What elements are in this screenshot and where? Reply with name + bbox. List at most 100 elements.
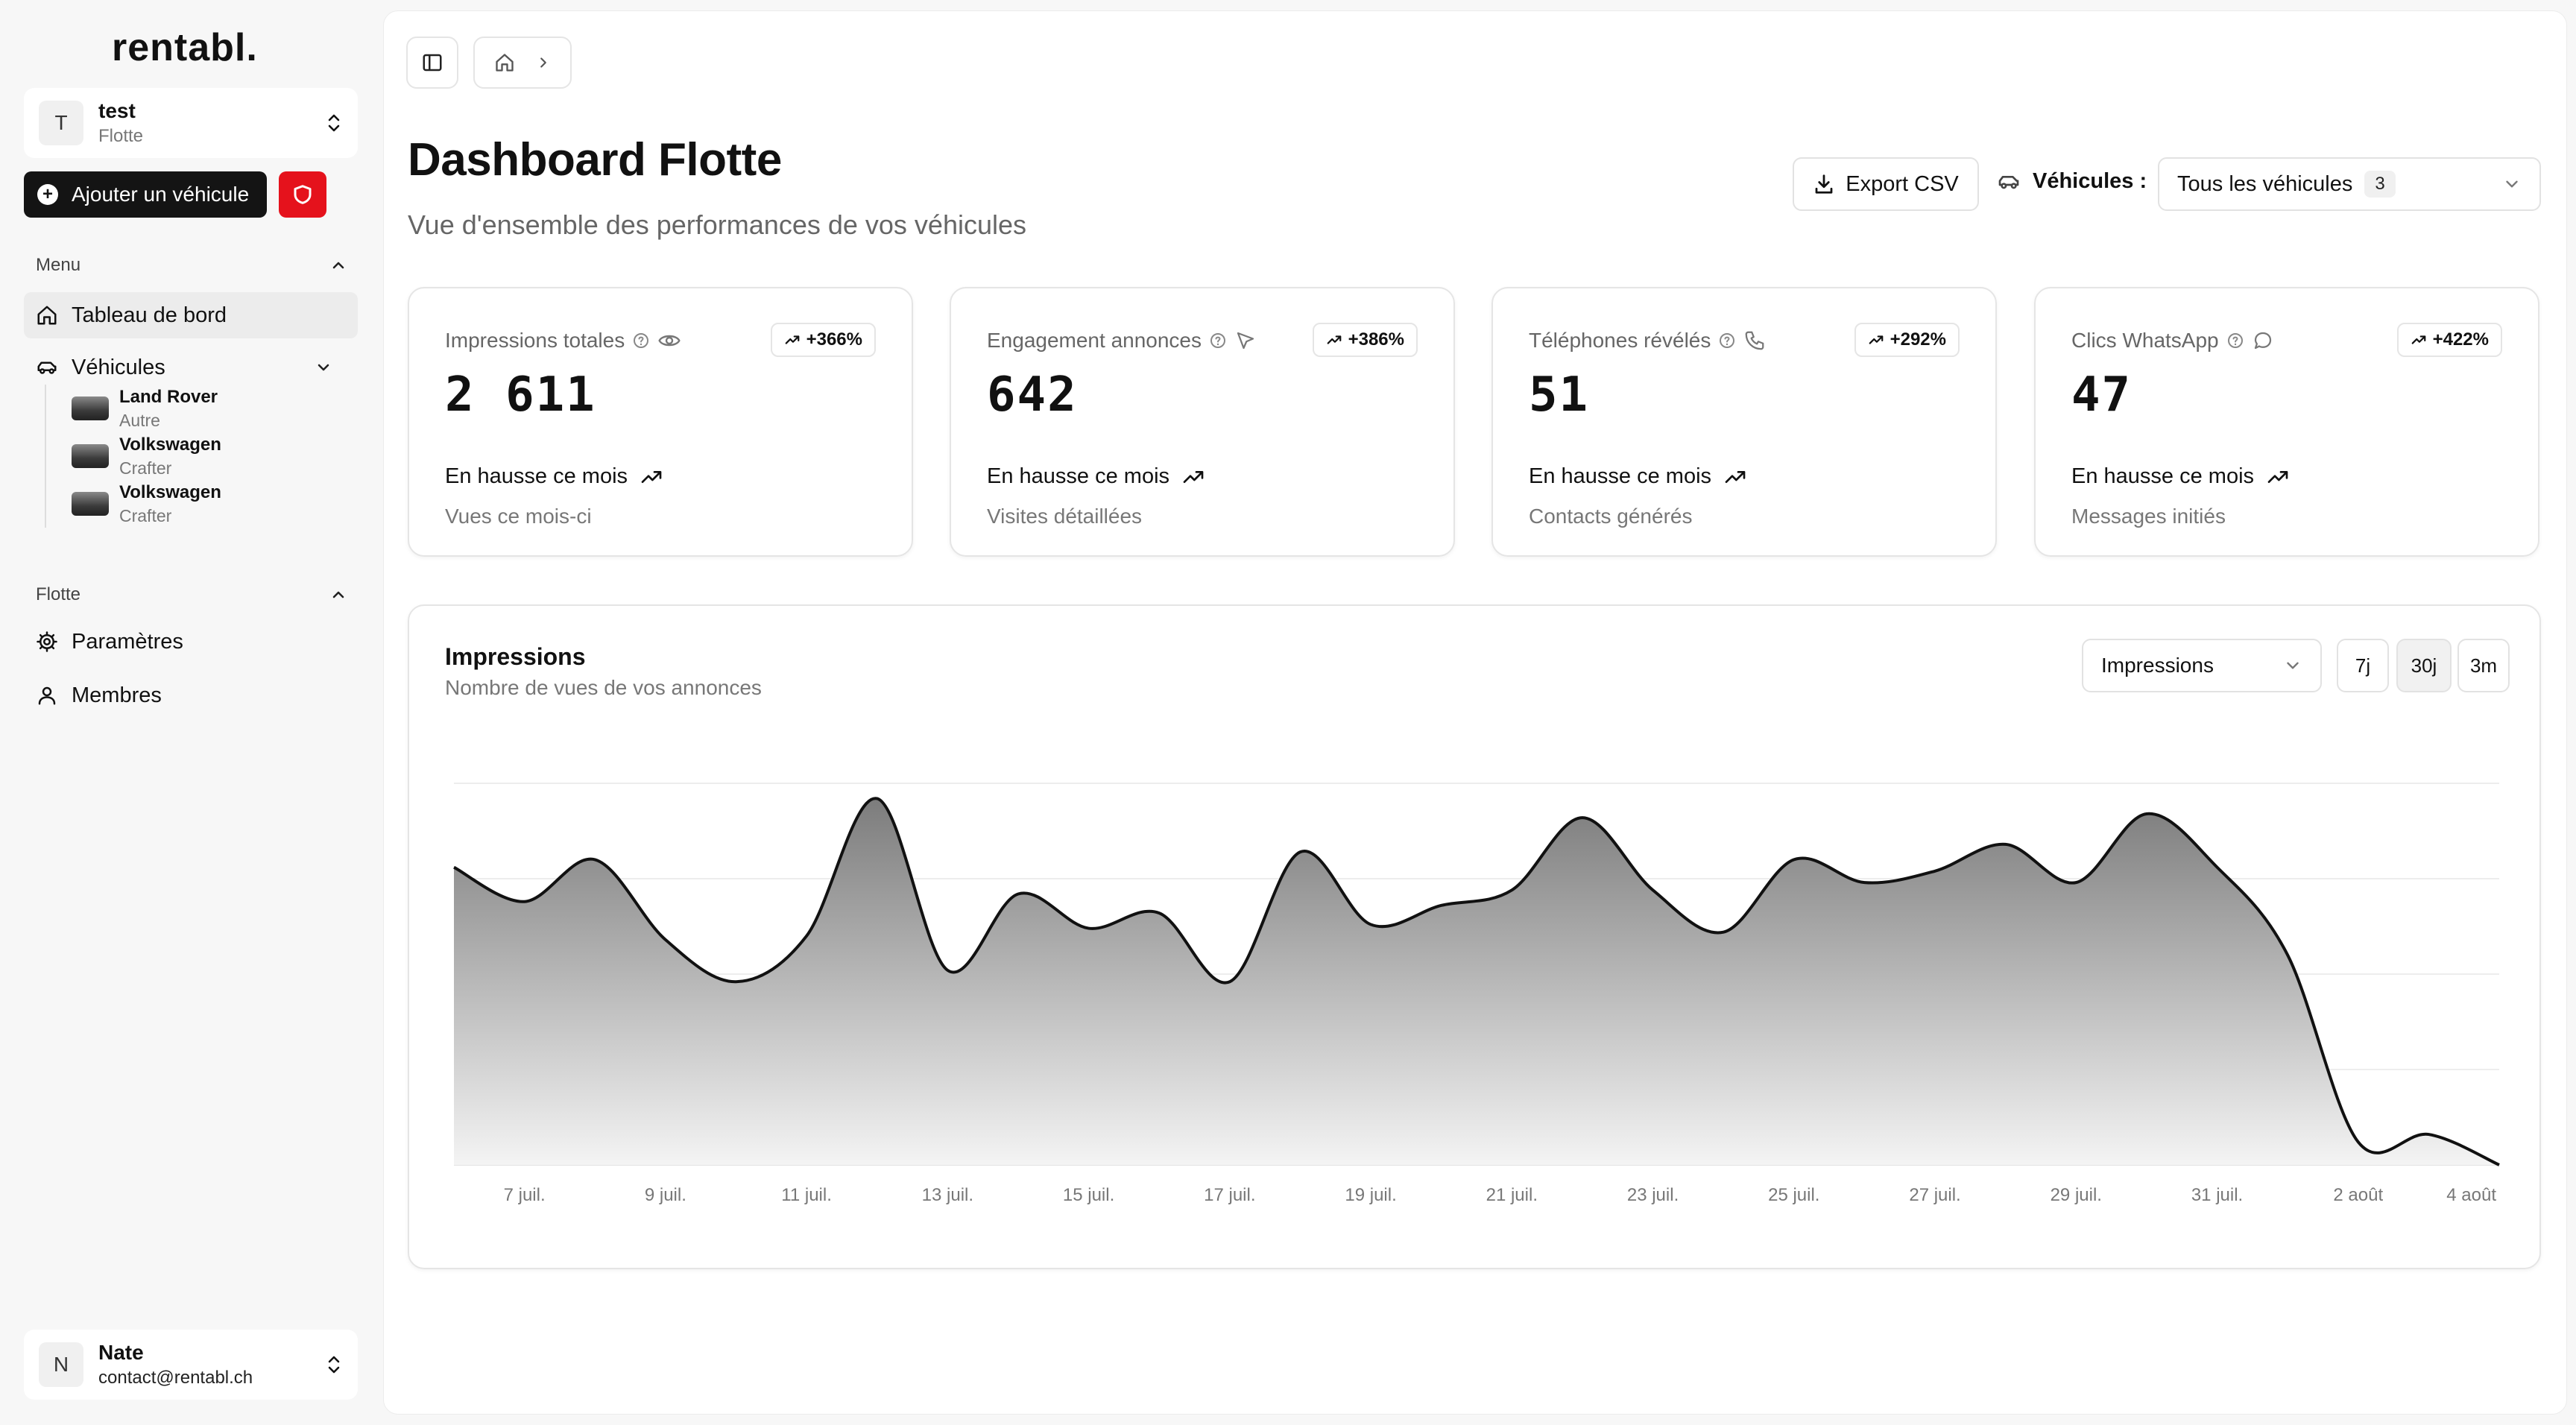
sidebar-item-dashboard[interactable]: Tableau de bord [24, 292, 358, 338]
range-3m-button[interactable]: 3m [2457, 639, 2510, 692]
download-icon [1815, 174, 1833, 194]
help-circle-icon[interactable] [1209, 332, 1227, 350]
help-circle-icon[interactable] [2226, 332, 2244, 350]
chevron-down-icon [318, 364, 329, 371]
range-7d-button[interactable]: 7j [2337, 639, 2389, 692]
sidebar-toggle-button[interactable] [406, 37, 458, 89]
vehicle-item[interactable]: Volkswagen Crafter [72, 432, 221, 480]
data-point[interactable] [2213, 863, 2222, 872]
chart-title: Impressions [445, 643, 586, 670]
data-point[interactable] [731, 977, 740, 986]
data-point[interactable] [943, 966, 952, 975]
organization-switcher[interactable]: T test Flotte [24, 88, 358, 158]
help-circle-icon[interactable] [632, 332, 650, 350]
user-switcher[interactable]: N Nate contact@rentabl.ch [24, 1330, 358, 1400]
kpi-label: Impressions totales [445, 329, 681, 353]
admin-shield-button[interactable] [279, 171, 326, 218]
sidebar-item-label: Tableau de bord [72, 303, 227, 327]
org-name: test [98, 99, 136, 122]
x-tick-label: 11 juil. [781, 1185, 832, 1205]
help-circle-icon[interactable] [1718, 332, 1736, 350]
data-point[interactable] [590, 855, 599, 864]
vehicle-type: Crafter [119, 505, 172, 525]
car-icon [1998, 175, 2019, 189]
sidebar-item-settings[interactable]: Paramètres [24, 619, 358, 665]
data-point[interactable] [1649, 885, 1658, 894]
vehicles-select[interactable]: Tous les véhicules 3 [2158, 157, 2541, 211]
data-point[interactable] [1225, 977, 1234, 986]
data-point[interactable] [2071, 878, 2080, 887]
vehicles-filter-label: Véhicules : [1997, 169, 2147, 194]
range-30d-button[interactable]: 30j [2396, 639, 2452, 692]
impressions-chart-card: Impressions Nombre de vues de vos annonc… [408, 604, 2541, 1269]
data-point[interactable] [1437, 901, 1446, 910]
kpi-trend-text: En hausse ce mois [445, 464, 628, 488]
vehicle-item[interactable]: Land Rover Autre [72, 385, 221, 432]
kpi-trend-text: En hausse ce mois [2071, 464, 2255, 488]
kpi-trend: En hausse ce mois [1529, 464, 1747, 489]
data-point[interactable] [1719, 928, 1728, 937]
user-avatar: N [39, 1342, 83, 1387]
add-vehicle-button[interactable]: + Ajouter un véhicule [24, 171, 267, 218]
data-point[interactable] [2001, 840, 2010, 849]
x-tick-label: 25 juil. [1768, 1185, 1819, 1205]
data-point[interactable] [1366, 920, 1375, 929]
kpi-trend-text: En hausse ce mois [1529, 464, 1712, 488]
export-label: Export CSV [1846, 171, 1959, 196]
kpi-change-badge: +422% [2396, 323, 2502, 357]
data-point[interactable] [2142, 809, 2151, 818]
series-line-impressions[interactable] [453, 797, 2500, 1166]
chevron-up-icon [332, 591, 344, 598]
chart-subtitle: Nombre de vues de vos annonces [445, 676, 762, 699]
data-point[interactable] [2424, 1130, 2433, 1139]
vehicle-type: Crafter [119, 458, 172, 478]
data-point[interactable] [802, 932, 811, 941]
data-point[interactable] [1790, 855, 1799, 864]
data-point[interactable] [1014, 889, 1023, 898]
kpi-change-value: +292% [1890, 329, 1946, 350]
sidebar-item-vehicles[interactable]: Véhicules [24, 344, 358, 391]
vehicle-thumbnail [72, 444, 109, 468]
data-point[interactable] [1155, 909, 1164, 917]
shield-icon [294, 185, 312, 204]
sidebar-item-members[interactable]: Membres [24, 672, 358, 718]
data-point[interactable] [1931, 867, 1939, 876]
data-point[interactable] [661, 935, 670, 944]
kpi-label-text: Téléphones révélés [1529, 329, 1711, 352]
trending-up-icon [1869, 335, 1883, 344]
export-csv-button[interactable]: Export CSV [1793, 157, 1979, 211]
data-point[interactable] [2354, 1137, 2363, 1146]
kpi-label-text: Impressions totales [445, 329, 625, 352]
fleet-section-header[interactable]: Flotte [36, 584, 347, 605]
sidebar-item-label: Paramètres [72, 629, 183, 654]
kpi-footnote: Contacts générés [1529, 505, 1693, 528]
x-tick-label: 13 juil. [922, 1185, 973, 1205]
brand-logo[interactable]: rentabl. [112, 26, 258, 69]
vehicles-label-text: Véhicules : [2033, 169, 2147, 193]
data-point[interactable] [1578, 813, 1587, 822]
data-point[interactable] [2283, 950, 2292, 959]
data-point[interactable] [449, 863, 458, 872]
data-point[interactable] [1860, 878, 1869, 887]
data-point[interactable] [2495, 1160, 2504, 1169]
fleet-heading: Flotte [36, 584, 81, 604]
data-point[interactable] [1085, 924, 1093, 933]
phone-icon [1746, 331, 1764, 350]
data-point[interactable] [873, 794, 882, 803]
x-tick-label: 2 août [2333, 1185, 2383, 1205]
menu-section-header[interactable]: Menu [36, 255, 347, 276]
x-tick-label: 21 juil. [1486, 1185, 1538, 1205]
data-point[interactable] [1507, 885, 1516, 894]
series-area-fill [454, 798, 2499, 1165]
user-icon [38, 686, 56, 705]
add-vehicle-label: Ajouter un véhicule [72, 183, 250, 206]
user-name: Nate [98, 1341, 144, 1364]
trending-up-icon [785, 335, 799, 344]
vehicle-item[interactable]: Volkswagen Crafter [72, 480, 221, 528]
page-title: Dashboard Flotte [408, 134, 782, 186]
data-point[interactable] [1295, 847, 1304, 856]
eye-icon [658, 335, 681, 347]
home-icon[interactable] [494, 52, 515, 73]
metric-select[interactable]: Impressions [2082, 639, 2322, 692]
data-point[interactable] [520, 897, 529, 906]
